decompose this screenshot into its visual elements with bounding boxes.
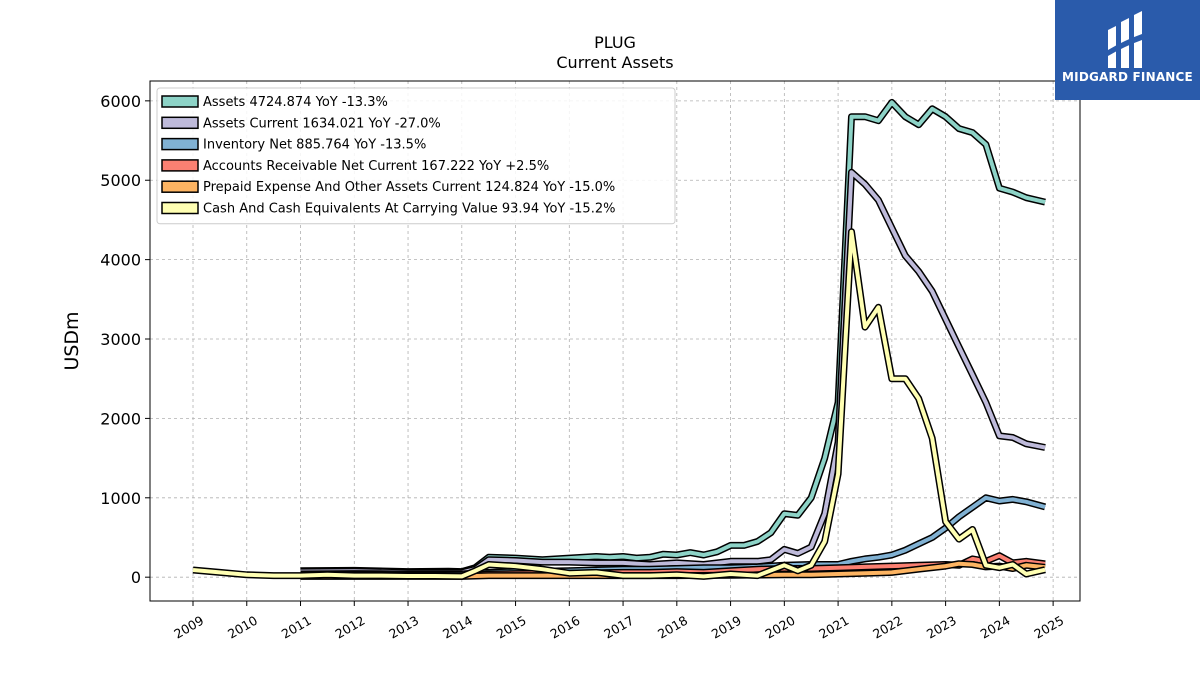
legend-entry: Assets Current 1634.021 YoY -27.0% — [161, 116, 441, 131]
y-axis-label: USDm — [61, 311, 83, 370]
x-tick-label: 2010 — [225, 613, 260, 642]
legend-label: Prepaid Expense And Other Assets Current… — [203, 180, 615, 195]
legend-entry: Prepaid Expense And Other Assets Current… — [161, 180, 615, 195]
legend-swatch — [161, 201, 199, 215]
x-tick-label: 2012 — [333, 613, 368, 642]
legend-label: Assets 4724.874 YoY -13.3% — [203, 95, 388, 110]
chart-subtitle: Current Assets — [556, 53, 673, 72]
x-tick-label: 2014 — [440, 613, 475, 642]
y-tick-label: 1000 — [100, 489, 141, 508]
x-tick-label: 2009 — [171, 613, 206, 642]
legend-label: Inventory Net 885.764 YoY -13.5% — [203, 138, 426, 153]
x-tick-label: 2020 — [763, 613, 798, 642]
legend-swatch — [161, 180, 199, 193]
x-tick-label: 2018 — [655, 613, 690, 642]
plot-frame — [149, 80, 1081, 602]
legend-box — [156, 87, 676, 225]
x-tick-label: 2024 — [978, 613, 1013, 642]
legend-label: Cash And Cash Equivalents At Carrying Va… — [203, 202, 615, 217]
y-tick-label: 5000 — [100, 171, 141, 190]
series-layer — [192, 98, 1047, 580]
x-tick-label: 2015 — [494, 613, 529, 642]
x-tick-label: 2017 — [601, 613, 636, 642]
brand-logo: MIDGARD FINANCE — [1055, 0, 1200, 100]
x-tick-label: 2023 — [924, 613, 959, 642]
y-tick-label: 6000 — [100, 92, 141, 111]
series-line-2 — [300, 168, 1046, 576]
series-line-6 — [192, 228, 1046, 580]
midgard-logo-icon — [1108, 11, 1142, 68]
grid-lines — [150, 81, 1080, 601]
y-tick-label: 2000 — [100, 409, 141, 428]
legend-swatch — [161, 116, 199, 130]
x-tick-label: 2019 — [709, 613, 744, 642]
legend-label: Accounts Receivable Net Current 167.222 … — [203, 159, 549, 174]
chart-title: PLUG — [594, 33, 636, 52]
legend: Assets 4724.874 YoY -13.3% Assets Current… — [156, 87, 676, 225]
legend-entry: Inventory Net 885.764 YoY -13.5% — [161, 137, 426, 153]
y-tick-label: 0 — [131, 568, 141, 587]
legend-entry: Cash And Cash Equivalents At Carrying Va… — [161, 201, 615, 217]
legend-swatch — [161, 95, 199, 108]
x-tick-label: 2016 — [548, 613, 583, 642]
legend-swatch — [161, 137, 199, 151]
x-tick-label: 2022 — [870, 613, 905, 642]
legend-label: Assets Current 1634.021 YoY -27.0% — [203, 116, 441, 131]
y-tick-label: 3000 — [100, 330, 141, 349]
x-tick-label: 2011 — [279, 613, 314, 642]
legend-swatch — [161, 159, 199, 172]
brand-name: MIDGARD FINANCE — [1062, 70, 1193, 84]
x-tick-label: 2025 — [1031, 613, 1066, 642]
legend-entry: Assets 4724.874 YoY -13.3% — [161, 95, 388, 110]
legend-entry: Accounts Receivable Net Current 167.222 … — [161, 159, 549, 174]
x-tick-label: 2021 — [816, 613, 851, 642]
x-tick-label: 2013 — [386, 613, 421, 642]
y-tick-label: 4000 — [100, 251, 141, 270]
